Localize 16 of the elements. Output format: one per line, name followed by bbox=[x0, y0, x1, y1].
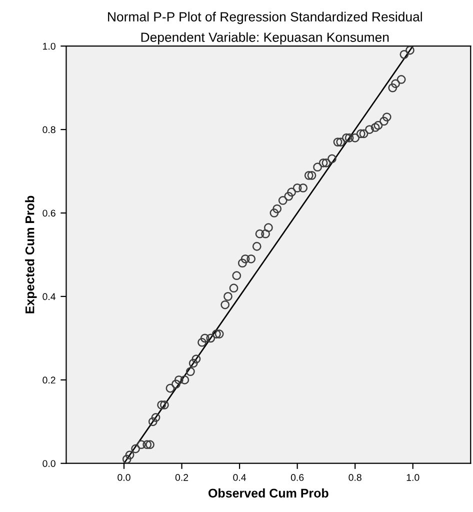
y-axis-title: Expected Cum Prob bbox=[25, 196, 37, 314]
x-tick-label: 1.0 bbox=[406, 474, 420, 481]
x-tick-label: 0.8 bbox=[348, 474, 362, 481]
y-tick-label: 0.0 bbox=[42, 460, 56, 467]
y-tick-label: 0.8 bbox=[42, 126, 56, 134]
chart-subtitle: Dependent Variable: Kepuasan Konsumen bbox=[141, 32, 389, 45]
x-tick-label: 0.0 bbox=[118, 474, 130, 481]
y-tick-label: 0.2 bbox=[42, 376, 56, 384]
y-tick-label: 1.0 bbox=[43, 42, 56, 50]
x-tick-label: 0.2 bbox=[175, 474, 188, 481]
x-tick-label: 0.4 bbox=[233, 474, 246, 481]
x-tick-label: 0.6 bbox=[290, 474, 304, 481]
chart-title: Normal P-P Plot of Regression Standardized Residual bbox=[108, 12, 422, 24]
y-tick-label: 0.6 bbox=[42, 210, 56, 217]
y-tick-label: 0.4 bbox=[42, 293, 56, 300]
x-axis-title: Observed Cum Prob bbox=[208, 488, 328, 498]
